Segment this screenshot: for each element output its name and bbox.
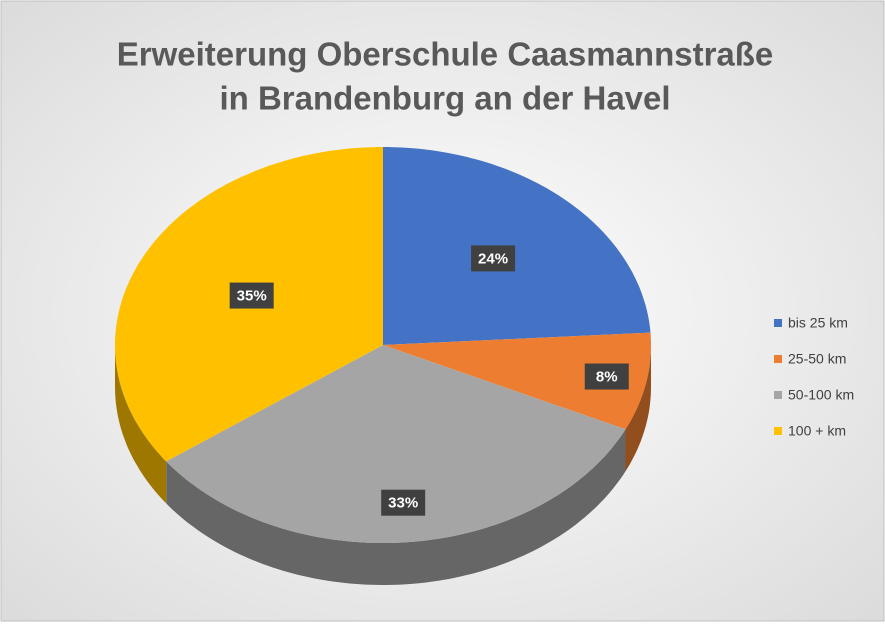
data-label: 35% <box>237 288 267 305</box>
data-label-box <box>381 489 426 516</box>
legend-label: bis 25 km <box>788 315 848 331</box>
legend-swatch <box>774 391 782 399</box>
data-label: 24% <box>478 250 508 267</box>
legend-label: 50-100 km <box>788 387 854 403</box>
chart-title: Erweiterung Oberschule Caasmannstraße <box>117 36 774 73</box>
pie: 24% 8% 33% 35% <box>115 147 651 585</box>
slice-side <box>115 345 167 504</box>
data-label: 8% <box>596 369 618 386</box>
data-label-box <box>229 282 274 309</box>
chart-title: in Brandenburg an der Havel <box>219 80 670 117</box>
legend-label: 25-50 km <box>788 351 846 367</box>
slice <box>383 147 651 345</box>
data-label-box <box>471 245 516 272</box>
slice-side <box>625 345 651 472</box>
legend-swatch <box>774 355 782 363</box>
slice <box>383 332 651 430</box>
legend: bis 25 km 25-50 km 50-100 km 100 + km <box>774 315 854 439</box>
data-label: 33% <box>388 495 418 512</box>
legend-swatch <box>774 427 782 435</box>
legend-label: 100 + km <box>788 423 846 439</box>
slice-side <box>166 429 626 585</box>
legend-swatch <box>774 319 782 327</box>
data-label-box <box>584 363 629 390</box>
slice <box>166 345 626 543</box>
